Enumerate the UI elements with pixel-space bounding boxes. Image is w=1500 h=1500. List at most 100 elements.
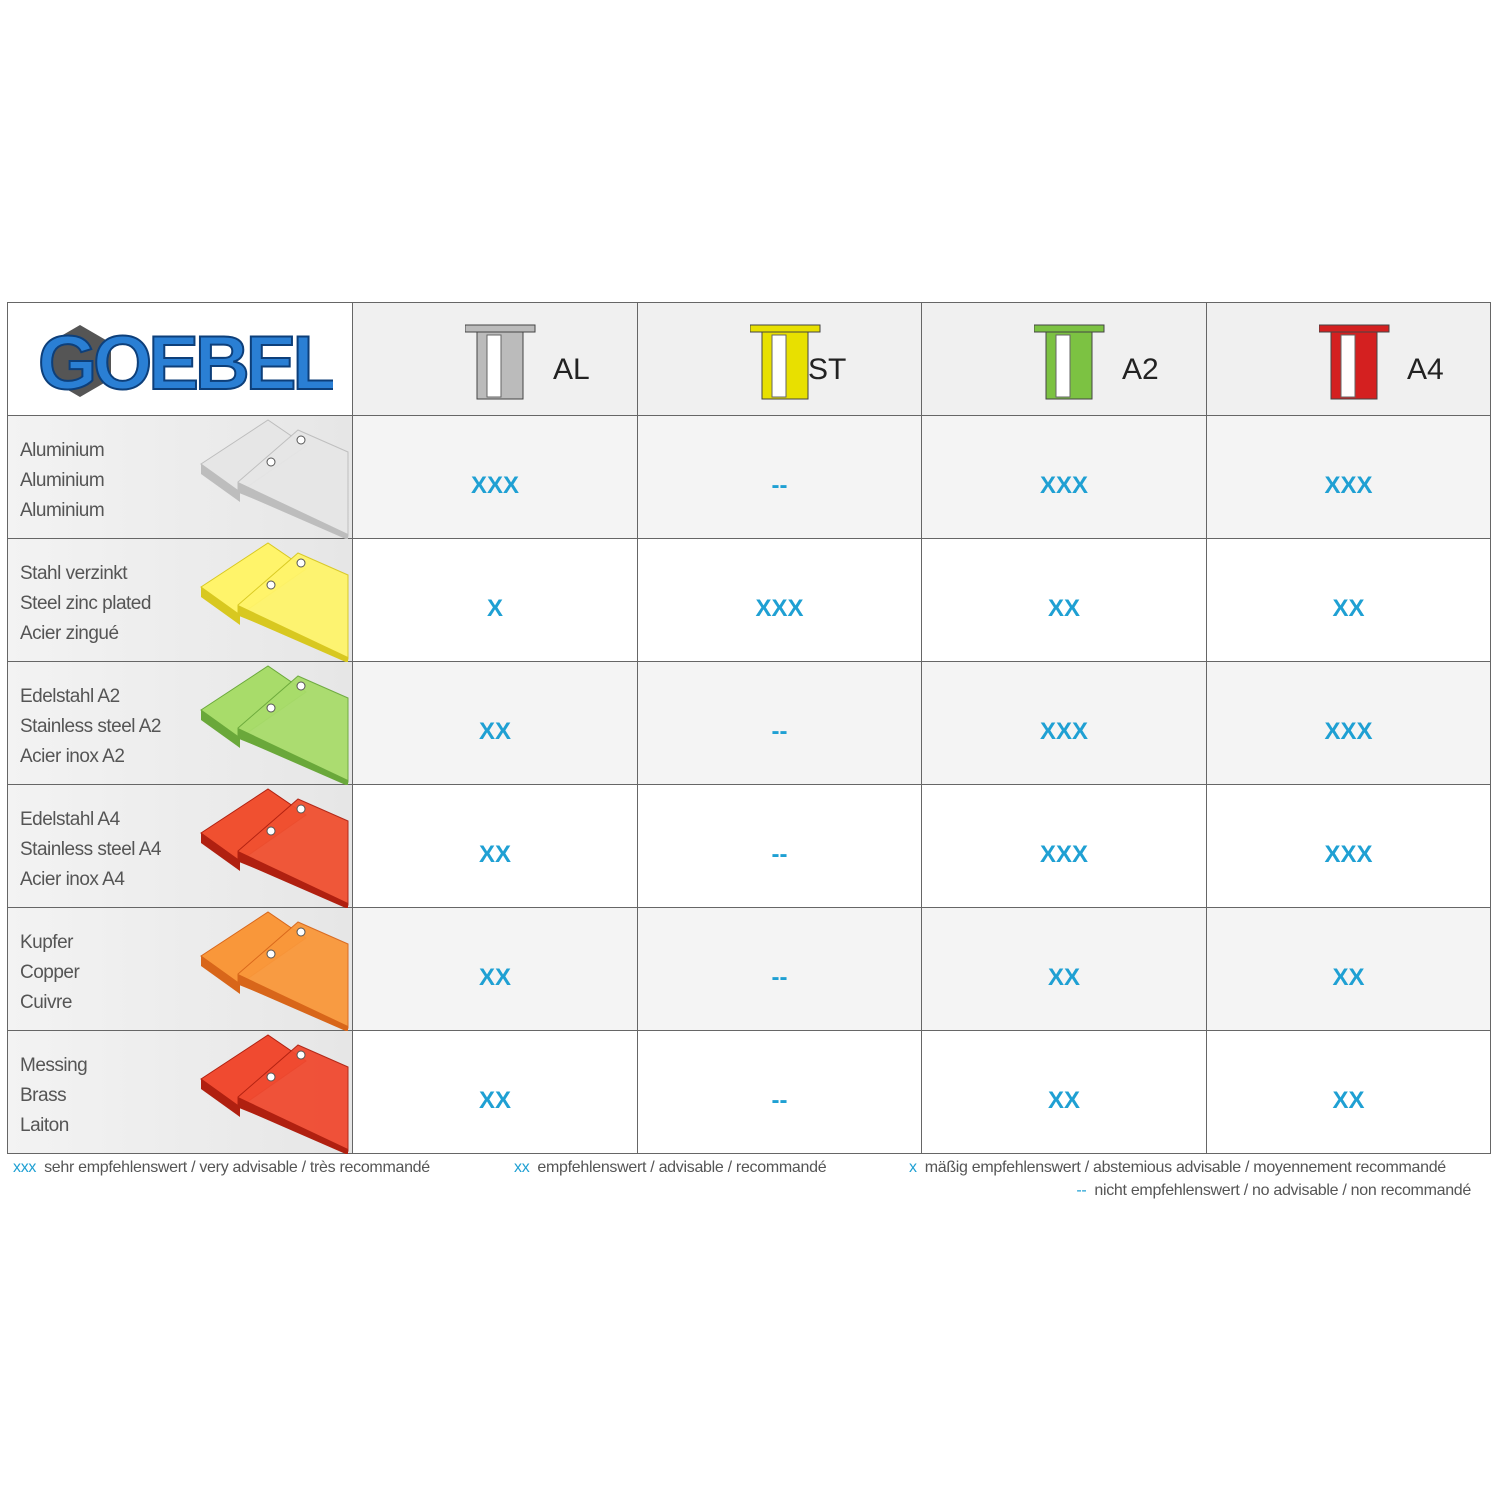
rating: XX <box>478 1086 512 1114</box>
legend-text: sehr empfehlenswert / very advisable / t… <box>44 1159 430 1176</box>
material-label: Cuivre <box>20 992 72 1013</box>
rating: XXX <box>470 471 520 499</box>
rating-cell: XX <box>353 1031 638 1154</box>
rating: XXX <box>1324 717 1373 745</box>
rating-cell: XX <box>353 908 638 1031</box>
rating-cell: XXX <box>638 539 922 662</box>
material-label: Aluminium <box>20 470 105 491</box>
row-label-cell: Kupfer Copper Cuivre <box>7 908 353 1031</box>
column-header: A4 <box>1407 353 1444 386</box>
material-label: Acier zingué <box>20 623 119 644</box>
material-label: Aluminium <box>20 500 105 521</box>
material-label: Acier inox A2 <box>20 746 125 767</box>
rating: XX <box>1332 1086 1365 1114</box>
header-cell: ST <box>638 302 922 416</box>
legend-symbol: -- <box>1076 1182 1087 1199</box>
rating: XXX <box>1039 717 1089 745</box>
rating-cell: XX <box>1207 539 1491 662</box>
plate-icon <box>200 1034 349 1154</box>
material-label: Edelstahl A4 <box>20 809 120 830</box>
rating: XX <box>478 717 512 745</box>
rating: XXX <box>1324 840 1373 868</box>
plate-icon <box>200 788 349 908</box>
material-label: Stainless steel A2 <box>20 716 161 737</box>
column-header: AL <box>553 353 590 386</box>
header-cell: A4 <box>1207 302 1491 416</box>
rating-cell: XX <box>353 662 638 785</box>
material-label: Brass <box>20 1085 67 1106</box>
rating-cell: XXX <box>922 662 1207 785</box>
rating: XX <box>1047 1086 1081 1114</box>
rating-cell: XXX <box>353 416 638 539</box>
rating: XX <box>1047 963 1081 991</box>
material-label: Copper <box>20 962 80 983</box>
plate-icon <box>200 419 349 539</box>
header-cell: A2 <box>922 302 1207 416</box>
logo-text: GOEBEL <box>38 321 333 406</box>
row-label-cell: Messing Brass Laiton <box>7 1031 353 1154</box>
legend-symbol: x <box>909 1159 917 1176</box>
rating-cell: XX <box>1207 1031 1491 1154</box>
legend-symbol: xx <box>514 1159 530 1176</box>
rating-cell: XX <box>922 908 1207 1031</box>
material-label: Stainless steel A4 <box>20 839 161 860</box>
rating-cell: XX <box>922 539 1207 662</box>
rating: XX <box>478 963 512 991</box>
plate-icon <box>200 665 349 785</box>
rating: XX <box>1332 594 1365 622</box>
logo: GOEBEL <box>37 320 333 407</box>
legend-item: x mäßig empfehlenswert / abstemious advis… <box>909 1159 1446 1177</box>
rating: XXX <box>1039 840 1089 868</box>
legend-item: xx empfehlenswert / advisable / recommand… <box>514 1159 827 1177</box>
row-label-cell: Aluminium Aluminium Aluminium <box>7 416 353 539</box>
material-label: Steel zinc plated <box>20 593 151 614</box>
material-label: Laiton <box>20 1115 69 1136</box>
plate-icon <box>200 911 349 1031</box>
row-label-cell: Stahl verzinkt Steel zinc plated Acier zin… <box>7 539 353 662</box>
rating: XXX <box>1039 471 1089 499</box>
legend-symbol: xxx <box>13 1159 37 1176</box>
column-header: A2 <box>1122 353 1159 386</box>
header-logo-cell: GOEBEL <box>7 302 353 416</box>
nut-icon <box>750 324 821 400</box>
plate-icon <box>200 542 349 662</box>
rating-cell: X <box>353 539 638 662</box>
rating-cell: XXX <box>922 785 1207 908</box>
rating: XX <box>1332 963 1365 991</box>
legend-text: empfehlenswert / advisable / recommandé <box>537 1159 827 1176</box>
legend-text: nicht empfehlenswert / no advisable / no… <box>1094 1182 1471 1199</box>
rating-cell: -- <box>638 1031 922 1154</box>
rating-cell: XX <box>1207 908 1491 1031</box>
rating-cell: -- <box>638 416 922 539</box>
rating-cell: XXX <box>1207 785 1491 908</box>
rating: -- <box>771 963 788 991</box>
material-label: Acier inox A4 <box>20 869 125 890</box>
rating: XX <box>478 840 512 868</box>
material-label: Kupfer <box>20 932 73 953</box>
material-label: Messing <box>20 1055 88 1076</box>
rating: -- <box>771 840 788 868</box>
rating: XX <box>1047 594 1081 622</box>
rating-cell: -- <box>638 908 922 1031</box>
legend-item: -- nicht empfehlenswert / no advisable / … <box>1076 1182 1471 1200</box>
rating: X <box>486 594 504 622</box>
rating: -- <box>771 471 788 499</box>
rating-cell: -- <box>638 785 922 908</box>
rating: -- <box>771 717 788 745</box>
rating-cell: -- <box>638 662 922 785</box>
header-cell: AL <box>353 302 638 416</box>
rating: -- <box>771 1086 788 1114</box>
legend-item: xxx sehr empfehlenswert / very advisable … <box>13 1159 430 1177</box>
row-label-cell: Edelstahl A2 Stainless steel A2 Acier inox… <box>7 662 353 785</box>
rating: XXX <box>1324 471 1373 499</box>
rating-cell: XXX <box>1207 416 1491 539</box>
row-label-cell: Edelstahl A4 Stainless steel A4 Acier inox… <box>7 785 353 908</box>
nut-icon <box>1319 324 1390 400</box>
material-label: Aluminium <box>20 440 105 461</box>
material-label: Stahl verzinkt <box>20 563 128 584</box>
rating-cell: XX <box>353 785 638 908</box>
rating-cell: XXX <box>1207 662 1491 785</box>
rating-cell: XXX <box>922 416 1207 539</box>
nut-icon <box>1034 324 1105 400</box>
